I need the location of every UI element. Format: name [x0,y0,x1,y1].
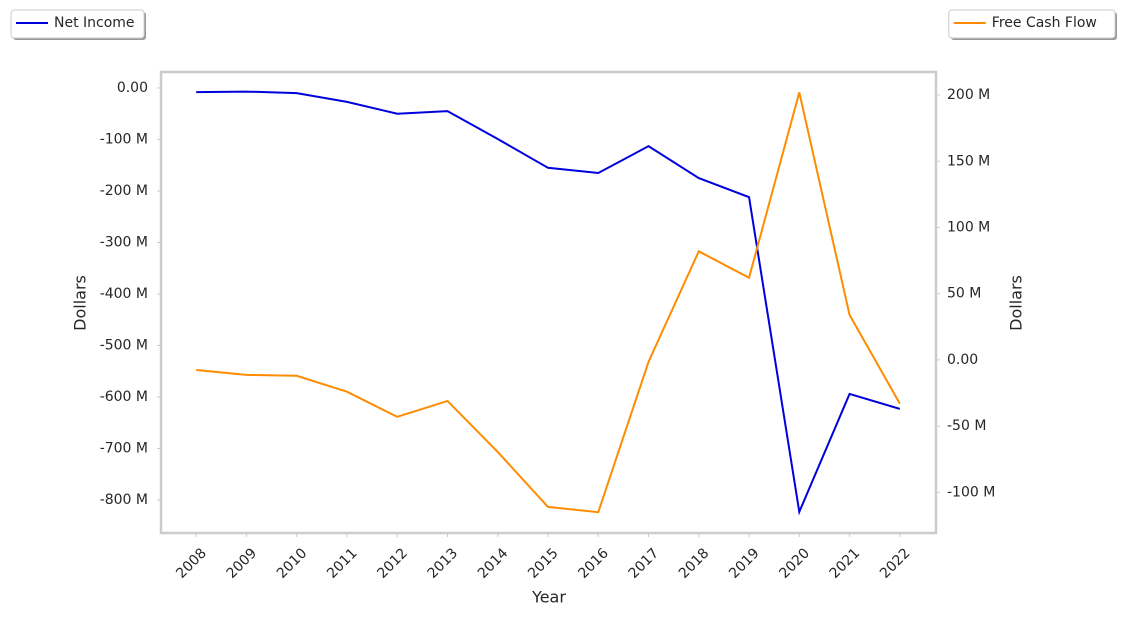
legend-box [948,9,1116,39]
x-tick-label: 2016 [575,545,612,582]
x-tick-label: 2009 [224,545,261,582]
y-tick-label: 0.00 [117,80,148,96]
y-tick-label: -500 M [100,338,148,354]
x-tick-label: 2017 [626,545,663,582]
legend: Net Income [10,9,146,40]
y2-tick-label: 0.00 [947,352,978,368]
legend-box [10,9,145,39]
x-tick-label: 2020 [776,545,813,582]
y2-axis-label: Dollars [1007,275,1026,331]
series-line [196,90,901,516]
y2-tick-label: 200 M [947,87,990,103]
x-axis-label: Year [531,588,566,607]
y2-tick-label: -100 M [947,484,995,500]
y-axis-label: Dollars [71,275,90,331]
y2-tick-label: 100 M [947,219,990,235]
x-tick-label: 2010 [274,545,311,582]
y2-tick-label: -50 M [947,418,986,434]
x-tick-label: 2008 [173,545,210,582]
series-line [196,92,901,514]
plot-frame [159,70,938,535]
legend-label: Net Income [54,15,135,31]
x-tick-label: 2013 [425,545,462,582]
x-tick-label: 2022 [877,545,914,582]
x-tick-label: 2021 [827,545,864,582]
y-tick-label: -200 M [100,183,148,199]
y-tick-label: -300 M [100,234,148,250]
legend: Free Cash Flow [948,9,1117,40]
legend-label: Free Cash Flow [992,15,1097,31]
y-tick-label: -700 M [100,441,148,457]
y-tick-label: -100 M [100,131,148,147]
x-tick-label: 2012 [374,545,411,582]
x-tick-label: 2011 [324,545,361,582]
x-tick-label: 2019 [726,545,763,582]
y2-tick-label: 150 M [947,153,990,169]
x-tick-label: 2018 [676,545,713,582]
y-tick-label: -600 M [100,389,148,405]
y-tick-label: -800 M [100,492,148,508]
y2-tick-label: 50 M [947,286,981,302]
y-tick-label: -400 M [100,286,148,302]
x-tick-label: 2015 [525,545,562,582]
x-tick-label: 2014 [475,545,512,582]
